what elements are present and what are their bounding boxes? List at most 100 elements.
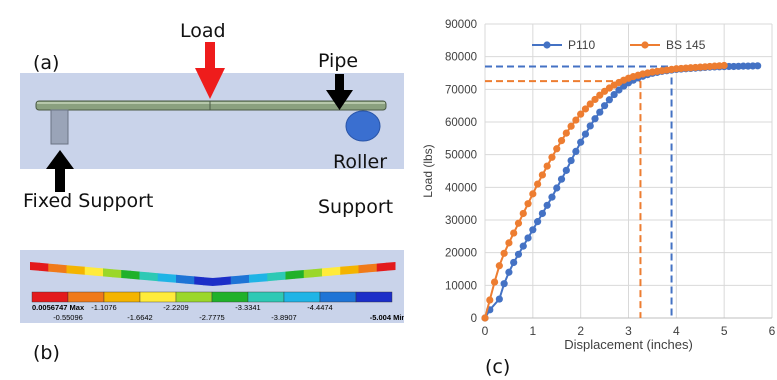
data-point	[519, 209, 527, 218]
data-point	[490, 278, 499, 286]
beam-contour-segment	[166, 274, 177, 283]
panel-a-label: (a)	[33, 52, 60, 74]
deformation-panel: 0.0056747 Max -1.1076 -2.2209 -3.3341 -4.447…	[20, 250, 406, 323]
beam-contour-segment	[349, 265, 359, 274]
data-point	[577, 138, 585, 146]
data-point	[481, 314, 489, 322]
y-tick-label: 50000	[445, 150, 477, 162]
data-point	[754, 62, 762, 70]
legend-marker	[543, 41, 551, 49]
beam-contour-segment	[249, 274, 259, 283]
legend-bottom-label: -5.004 Min	[370, 313, 404, 322]
fixed-support-block	[50, 109, 69, 145]
y-tick-label: 70000	[445, 84, 477, 96]
data-point	[505, 268, 513, 276]
y-tick-label: 40000	[445, 182, 477, 194]
data-point	[591, 95, 599, 104]
panel-b-label: (b)	[33, 342, 60, 364]
legend-top-label: -4.4474	[307, 303, 332, 312]
beam-contour-segment	[93, 267, 104, 277]
y-tick-label: 80000	[445, 52, 477, 64]
data-point	[543, 201, 551, 209]
legend-top-label: -1.1076	[91, 303, 116, 312]
legend-color-swatch	[211, 291, 249, 303]
beam-contour-segment	[376, 262, 387, 272]
legend-bottom-label: -3.8907	[271, 313, 296, 322]
data-point	[557, 137, 566, 145]
legend-color-swatch	[283, 291, 321, 303]
legend-top-label: -2.2209	[163, 303, 188, 312]
beam-contour-segment	[148, 272, 159, 282]
load-displacement-chart: 0 10000 20000 30000 40000 50000 60000 70000 8000…	[412, 0, 777, 380]
data-point	[600, 102, 609, 110]
data-point	[486, 296, 494, 304]
beam-contour-segment	[203, 277, 213, 286]
data-point	[596, 91, 604, 99]
legend-color-swatch	[103, 291, 141, 303]
y-axis-title: Load (lbs)	[421, 144, 435, 197]
legend-color-swatch	[139, 291, 177, 303]
roller-support	[345, 110, 381, 142]
data-point	[519, 242, 527, 250]
beam-contour-segment	[194, 276, 204, 286]
beam-contour-segment	[230, 275, 241, 285]
load-label: Load	[180, 20, 226, 42]
fixed-support-arrow-icon	[46, 150, 74, 192]
beam-contour-segment	[267, 272, 277, 282]
roller-label: Roller	[333, 151, 388, 173]
beam-contour-segment	[358, 264, 369, 274]
legend-top-label: 0.0056747 Max	[32, 303, 85, 312]
data-point	[529, 190, 537, 198]
legend-label: BS 145	[666, 38, 706, 52]
pipe-label: Pipe	[318, 50, 359, 72]
x-tick-label: 2	[577, 324, 584, 338]
beam-contour-segment	[157, 273, 168, 282]
data-point	[586, 100, 594, 108]
y-tick-label: 90000	[445, 19, 477, 31]
data-point	[514, 250, 523, 258]
x-axis-title: Displacement (inches)	[564, 337, 693, 352]
beam-contour-segment	[30, 262, 40, 271]
support-label: Support	[318, 196, 394, 218]
beam-contour-segment	[212, 277, 223, 286]
beam-model-drawing	[35, 100, 387, 145]
data-point	[514, 219, 523, 227]
y-tick-label: 20000	[445, 248, 477, 260]
data-point	[524, 234, 532, 242]
data-point	[586, 122, 594, 130]
beam-contour-segment	[367, 263, 378, 273]
beam-contour-segment	[258, 273, 268, 282]
data-point	[581, 105, 590, 113]
data-point	[572, 116, 580, 124]
y-tick-label: 0	[471, 313, 477, 325]
panel-c-label: (c)	[485, 356, 511, 378]
beam-contour-segment	[340, 266, 350, 275]
beam-contour-segment	[57, 264, 67, 274]
x-tick-label: 0	[482, 324, 489, 338]
beam-contour-segment	[176, 274, 186, 284]
beam-contour-segment	[121, 270, 131, 279]
data-point	[596, 108, 604, 116]
data-point	[505, 239, 513, 247]
beam-contour-segment	[112, 269, 122, 278]
x-tick-label: 1	[529, 324, 536, 338]
data-point	[557, 175, 566, 183]
legend-bottom-label: -1.6642	[127, 313, 152, 322]
data-point	[495, 295, 503, 303]
load-arrow-icon	[195, 42, 225, 99]
data-point	[500, 280, 508, 288]
pipe-pointer-arrow-icon	[326, 74, 353, 110]
legend-color-swatch	[355, 291, 393, 303]
data-point	[553, 184, 561, 192]
data-point	[548, 153, 556, 161]
x-tick-label: 4	[673, 324, 680, 338]
data-point	[510, 229, 518, 237]
y-tick-label: 10000	[445, 280, 477, 292]
legend-color-swatch	[319, 291, 357, 303]
beam-contour-segment	[84, 266, 95, 276]
data-point	[572, 147, 580, 155]
data-point	[615, 86, 623, 94]
y-tick-label: 30000	[445, 215, 477, 227]
data-point	[538, 171, 546, 179]
beam-contour-segment	[276, 271, 286, 281]
